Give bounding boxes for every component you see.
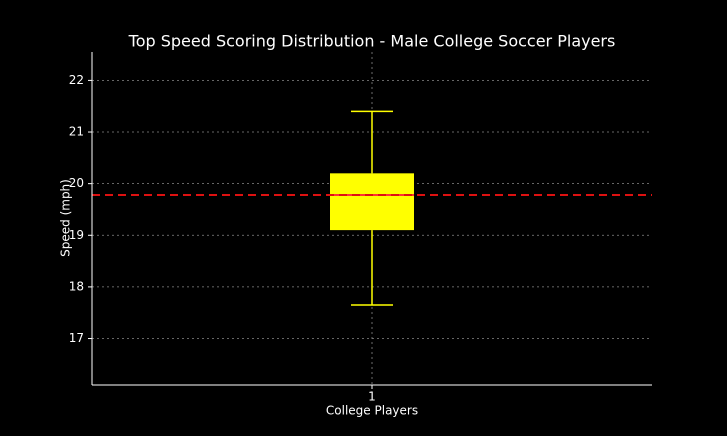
y-tick-label: 19 [69,228,84,242]
y-tick-label: 17 [69,331,84,345]
y-tick-label: 21 [69,125,84,139]
y-axis-label: Speed (mph) [59,179,73,257]
x-axis-label: College Players [326,404,418,418]
x-tick-label: 1 [368,390,376,404]
y-tick-label: 20 [69,176,84,190]
chart-title: Top Speed Scoring Distribution - Male Co… [128,32,616,51]
y-tick-label: 22 [69,73,84,87]
y-tick-label: 18 [69,279,84,293]
box [330,173,414,231]
